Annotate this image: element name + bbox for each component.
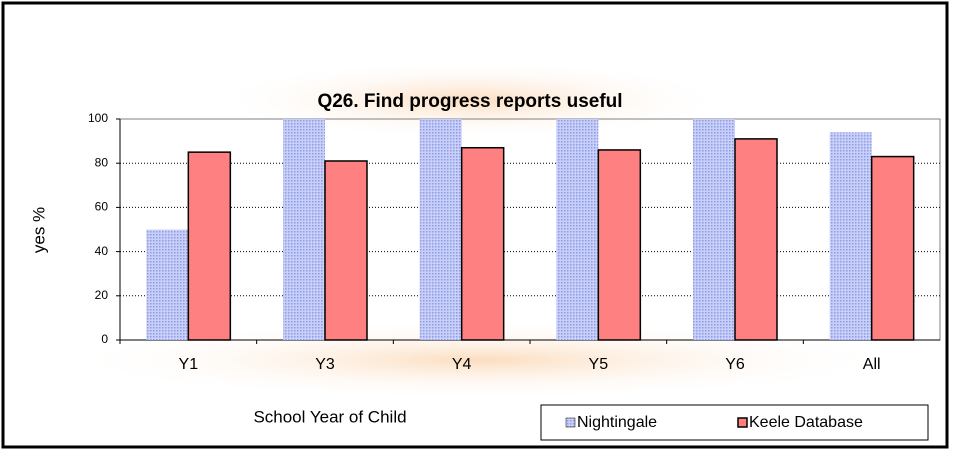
legend-label: Keele Database — [749, 414, 863, 431]
bar — [419, 119, 462, 340]
x-axis-title: School Year of Child — [253, 407, 406, 426]
legend-swatch — [737, 417, 748, 428]
bar — [460, 146, 505, 341]
legend-swatch — [565, 417, 576, 428]
y-tick-label: 80 — [95, 155, 109, 169]
y-tick-label: 0 — [101, 332, 108, 346]
y-tick-label: 100 — [88, 111, 108, 125]
bar — [283, 119, 325, 340]
legend-label: Nightingale — [577, 414, 657, 431]
bar — [829, 132, 872, 340]
bar — [734, 138, 778, 341]
x-tick-label: Y4 — [452, 356, 472, 373]
bar — [870, 155, 915, 341]
legend — [540, 404, 929, 441]
y-axis-title: yes % — [29, 207, 48, 253]
bar — [597, 149, 642, 341]
x-tick-label: Y1 — [179, 356, 199, 373]
bar — [556, 119, 599, 340]
y-tick-label: 60 — [95, 200, 109, 214]
bar — [187, 151, 232, 341]
y-tick-label: 20 — [95, 288, 109, 302]
bar — [324, 160, 368, 341]
glow — [210, 60, 730, 140]
chart-title: Q26. Find progress reports useful — [317, 91, 622, 112]
x-tick-label: All — [863, 356, 881, 373]
bar — [693, 119, 735, 340]
x-tick-label: Y5 — [589, 356, 609, 373]
y-tick-label: 40 — [95, 244, 109, 258]
x-tick-label: Y3 — [315, 356, 335, 373]
x-tick-label: Y6 — [725, 356, 745, 373]
bar — [146, 229, 189, 340]
